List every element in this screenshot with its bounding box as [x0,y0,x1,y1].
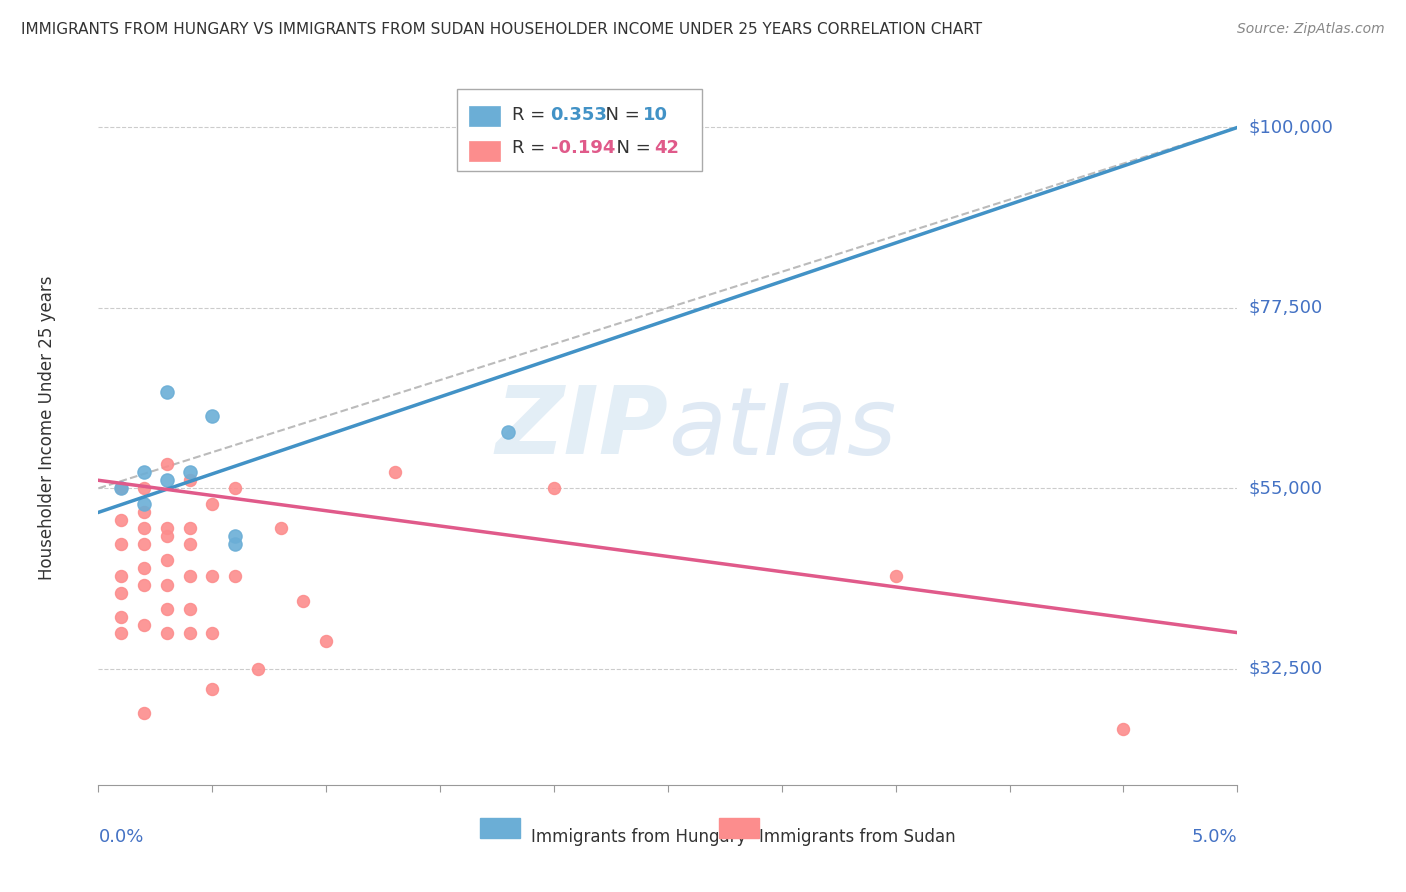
Text: 5.0%: 5.0% [1192,828,1237,846]
Point [270,521,292,535]
Point [156,385,179,400]
FancyBboxPatch shape [457,89,702,171]
Point [132,481,155,495]
Text: Immigrants from Hungary: Immigrants from Hungary [531,828,747,846]
Text: N =: N = [593,106,645,124]
Point [1112,722,1135,736]
Point [156,457,179,471]
FancyBboxPatch shape [468,106,501,127]
FancyBboxPatch shape [718,819,759,838]
Point [110,569,132,583]
Point [179,625,201,640]
Text: $77,500: $77,500 [1249,299,1323,317]
FancyBboxPatch shape [468,141,501,161]
Point [179,569,201,583]
Point [179,465,201,479]
Point [156,625,179,640]
Point [201,569,224,583]
Point [110,537,132,551]
Text: Source: ZipAtlas.com: Source: ZipAtlas.com [1237,22,1385,37]
Point [224,537,246,551]
Text: atlas: atlas [668,383,896,474]
Point [156,473,179,487]
Point [179,537,201,551]
Point [156,553,179,567]
Point [156,601,179,615]
Point [110,625,132,640]
Text: ZIP: ZIP [495,382,668,475]
Point [224,529,246,543]
Text: 42: 42 [654,139,679,157]
Point [110,609,132,624]
Point [132,497,155,511]
Point [179,601,201,615]
Point [110,481,132,495]
Text: Householder Income Under 25 years: Householder Income Under 25 years [38,276,56,581]
Point [224,481,246,495]
Point [179,521,201,535]
Point [110,513,132,527]
Point [156,529,179,543]
Point [292,593,315,607]
Point [132,521,155,535]
Point [315,633,337,648]
Text: Immigrants from Sudan: Immigrants from Sudan [759,828,956,846]
Text: 0.353: 0.353 [551,106,607,124]
Point [498,425,520,439]
Point [384,465,406,479]
Point [156,521,179,535]
Text: $100,000: $100,000 [1249,119,1333,136]
Text: IMMIGRANTS FROM HUNGARY VS IMMIGRANTS FROM SUDAN HOUSEHOLDER INCOME UNDER 25 YEA: IMMIGRANTS FROM HUNGARY VS IMMIGRANTS FR… [21,22,983,37]
Point [201,625,224,640]
Point [110,585,132,599]
Point [543,481,565,495]
Point [246,662,269,676]
Point [132,617,155,632]
Point [132,561,155,575]
Point [132,505,155,519]
Point [179,473,201,487]
Text: $32,500: $32,500 [1249,660,1323,678]
Point [201,497,224,511]
Text: 10: 10 [643,106,668,124]
Point [132,537,155,551]
Point [156,577,179,591]
Point [201,681,224,696]
Point [110,481,132,495]
Text: 0.0%: 0.0% [98,828,143,846]
Text: $55,000: $55,000 [1249,479,1323,498]
Text: R =: R = [512,139,551,157]
Point [201,409,224,424]
Point [884,569,907,583]
Text: -0.194: -0.194 [551,139,614,157]
Point [132,577,155,591]
Text: R =: R = [512,106,551,124]
Point [132,706,155,720]
FancyBboxPatch shape [479,819,520,838]
Text: N =: N = [605,139,657,157]
Point [132,465,155,479]
Point [224,569,246,583]
